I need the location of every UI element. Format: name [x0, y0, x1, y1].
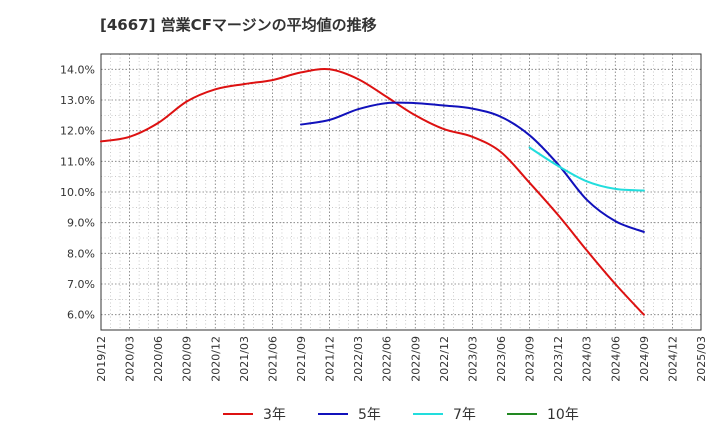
legend-label-2: 7年: [453, 407, 476, 423]
y-tick-label: 8.0%: [67, 247, 95, 260]
x-tick-label: 2020/09: [181, 336, 194, 382]
x-tick-label: 2022/06: [381, 336, 394, 382]
y-tick-label: 11.0%: [60, 155, 95, 168]
x-tick-label: 2023/06: [495, 336, 508, 382]
series-line-1: [300, 101, 645, 233]
series-layer: [100, 68, 645, 316]
x-tick-label: 2019/12: [95, 336, 108, 382]
series-line-2: [528, 146, 645, 192]
y-tick-label: 9.0%: [67, 217, 95, 230]
x-tick-label: 2024/12: [666, 336, 679, 382]
x-tick-label: 2024/06: [609, 336, 622, 382]
x-tick-label: 2020/03: [124, 336, 137, 382]
y-tick-label: 14.0%: [60, 63, 95, 76]
x-tick-label: 2021/06: [266, 336, 279, 382]
plot-frame: [100, 53, 702, 331]
legend: 3年 5年 7年 10年: [223, 407, 579, 423]
x-tick-label: 2022/12: [438, 336, 451, 382]
chart-title: [4667] 営業CFマージンの平均値の推移: [100, 16, 377, 34]
x-tick-label: 2024/03: [581, 336, 594, 382]
y-axis: 6.0% 7.0% 8.0% 9.0% 10.0% 11.0% 12.0% 13.0% 14.0…: [60, 63, 95, 321]
legend-label-1: 5年: [358, 407, 381, 423]
x-tick-label: 2021/03: [238, 336, 251, 382]
x-tick-label: 2025/03: [695, 336, 708, 382]
x-tick-label: 2020/06: [152, 336, 165, 382]
legend-label-3: 10年: [547, 407, 579, 423]
series-line-0: [100, 68, 645, 316]
y-tick-label: 12.0%: [60, 125, 95, 138]
y-tick-label: 7.0%: [67, 278, 95, 291]
x-axis: 2019/12 2020/03 2020/06 2020/09 2020/12 2021/…: [95, 336, 708, 382]
x-tick-label: 2020/12: [209, 336, 222, 382]
y-tick-label: 6.0%: [67, 309, 95, 322]
x-tick-label: 2024/09: [638, 336, 651, 382]
legend-label-0: 3年: [263, 407, 286, 423]
x-tick-label: 2022/03: [352, 336, 365, 382]
x-tick-label: 2023/09: [524, 336, 537, 382]
grid-layer: [100, 53, 702, 331]
x-tick-label: 2021/09: [295, 336, 308, 382]
x-tick-label: 2022/09: [409, 336, 422, 382]
x-tick-label: 2023/03: [466, 336, 479, 382]
y-tick-label: 10.0%: [60, 186, 95, 199]
x-tick-label: 2023/12: [552, 336, 565, 382]
y-tick-label: 13.0%: [60, 94, 95, 107]
x-tick-label: 2021/12: [324, 336, 337, 382]
